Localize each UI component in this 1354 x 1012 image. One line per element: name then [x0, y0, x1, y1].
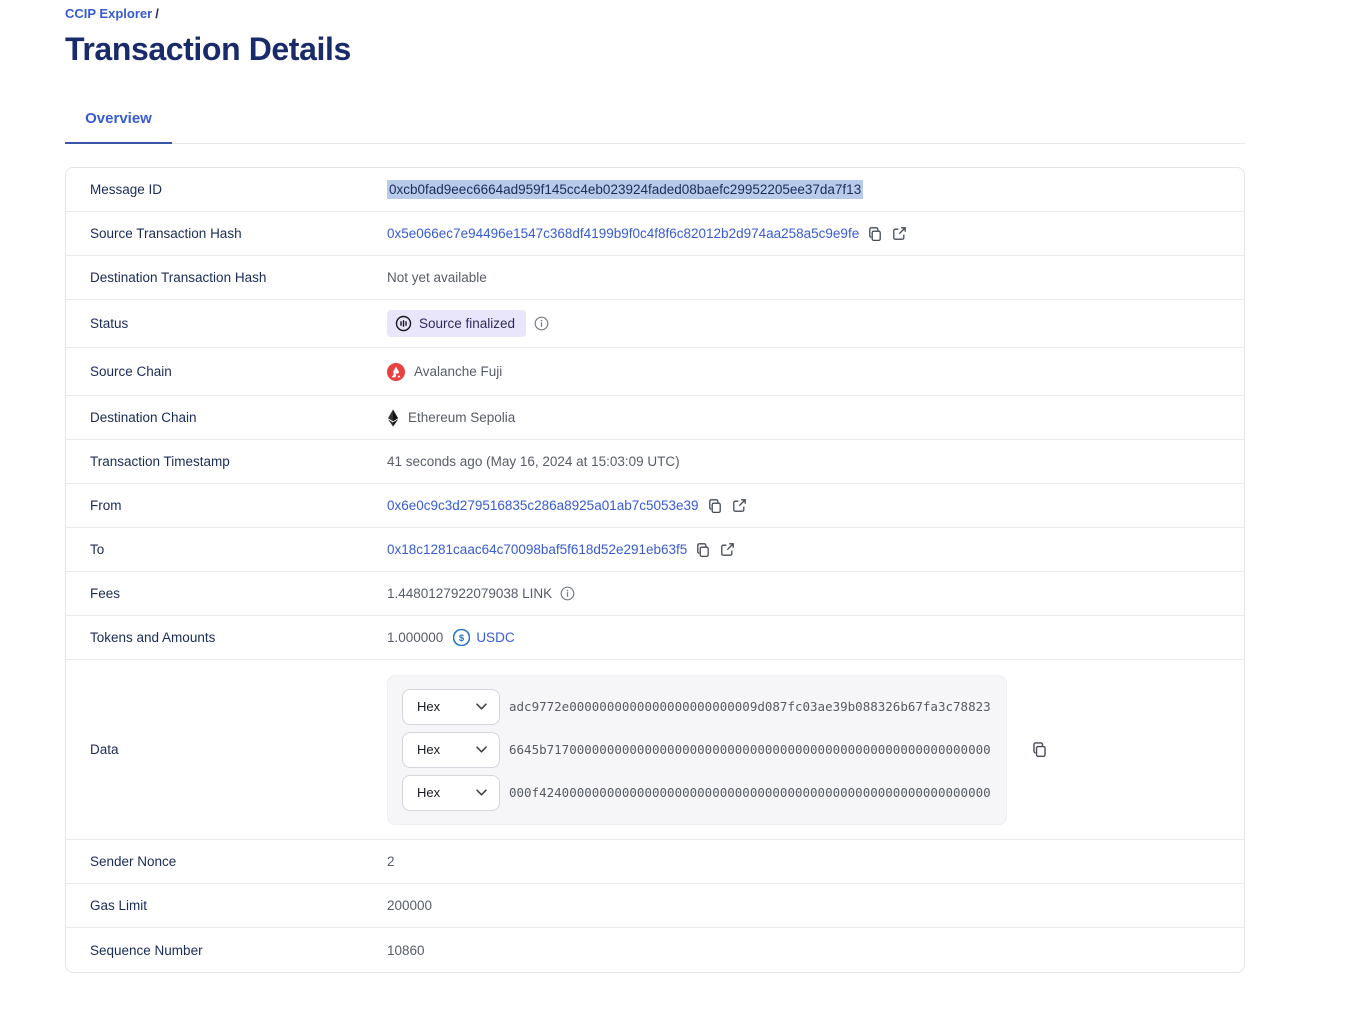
- row-label: Data: [90, 742, 119, 757]
- row-label: Tokens and Amounts: [90, 630, 216, 645]
- copy-icon[interactable]: [707, 498, 723, 514]
- data-hex-line: adc9772e0000000000000000000000009d087fc0…: [509, 699, 991, 714]
- external-link-icon[interactable]: [720, 542, 735, 557]
- table-row-gas-limit: Gas Limit 200000: [66, 884, 1244, 928]
- row-label: Gas Limit: [90, 898, 148, 913]
- row-label: Sender Nonce: [90, 854, 177, 869]
- token-symbol-link[interactable]: USDC: [476, 630, 515, 645]
- encoding-select-value: Hex: [417, 699, 441, 714]
- transaction-details-table: Message ID 0xcb0fad9eec6664ad959f145cc4e…: [65, 167, 1245, 973]
- row-label: Transaction Timestamp: [90, 454, 230, 469]
- table-row-timestamp: Transaction Timestamp 41 seconds ago (Ma…: [66, 440, 1244, 484]
- fees-value: 1.4480127922079038 LINK: [387, 586, 553, 601]
- dest-chain-name: Ethereum Sepolia: [408, 410, 516, 425]
- table-row-sender-nonce: Sender Nonce 2: [66, 840, 1244, 884]
- chevron-down-icon: [476, 746, 487, 753]
- dest-chain-value: Ethereum Sepolia: [387, 409, 515, 427]
- data-hex-box: Hex adc9772e0000000000000000000000009d08…: [387, 674, 1007, 825]
- encoding-select[interactable]: Hex: [402, 774, 500, 811]
- encoding-select-value: Hex: [417, 742, 441, 757]
- encoding-select[interactable]: Hex: [402, 688, 500, 725]
- encoding-select-value: Hex: [417, 785, 441, 800]
- data-hex-line: 000f424000000000000000000000000000000000…: [509, 785, 991, 800]
- table-row-dest-tx-hash: Destination Transaction Hash Not yet ava…: [66, 256, 1244, 300]
- data-line: Hex 000f42400000000000000000000000000000…: [402, 774, 992, 811]
- gas-limit-value: 200000: [387, 898, 433, 913]
- message-id-value: 0xcb0fad9eec6664ad959f145cc4eb023924fade…: [387, 180, 864, 199]
- row-label: Message ID: [90, 182, 163, 197]
- table-row-to: To 0x18c1281caac64c70098baf5f618d52e291e…: [66, 528, 1244, 572]
- breadcrumb-link-ccip-explorer[interactable]: CCIP Explorer: [65, 6, 153, 21]
- row-label: Source Transaction Hash: [90, 226, 242, 241]
- ethereum-icon: [387, 409, 399, 427]
- row-label: Source Chain: [90, 364, 172, 379]
- encoding-select[interactable]: Hex: [402, 731, 500, 768]
- row-label: Destination Transaction Hash: [90, 270, 267, 285]
- row-label: Sequence Number: [90, 942, 203, 958]
- table-row-data: Data Hex adc9772e00000000000000000000000…: [66, 660, 1244, 840]
- external-link-icon[interactable]: [892, 226, 907, 241]
- breadcrumb: CCIP Explorer /: [65, 7, 1245, 21]
- page-content: CCIP Explorer / Transaction Details Overv…: [65, 0, 1245, 973]
- info-icon[interactable]: [534, 316, 549, 331]
- row-label: Status: [90, 316, 129, 331]
- row-label: Fees: [90, 586, 121, 601]
- data-hex-line: 6645b71700000000000000000000000000000000…: [509, 742, 991, 757]
- copy-icon[interactable]: [695, 542, 711, 558]
- table-row-tokens: Tokens and Amounts 1.000000 $ USDC: [66, 616, 1244, 660]
- timestamp-value: 41 seconds ago (May 16, 2024 at 15:03:09…: [387, 454, 680, 469]
- svg-text:$: $: [459, 633, 465, 644]
- breadcrumb-separator: /: [155, 6, 159, 21]
- source-tx-hash-link[interactable]: 0x5e066ec7e94496e1547c368df4199b9f0c4f8f…: [387, 226, 860, 241]
- copy-icon[interactable]: [867, 226, 883, 242]
- table-row-from: From 0x6e0c9c3d279516835c286a8925a01ab7c…: [66, 484, 1244, 528]
- row-label: To: [90, 542, 105, 557]
- sequence-number-value: 10860: [387, 942, 425, 958]
- table-row-fees: Fees 1.4480127922079038 LINK: [66, 572, 1244, 616]
- table-row-source-chain: Source Chain Avalanche Fuji: [66, 348, 1244, 396]
- row-label: Destination Chain: [90, 410, 197, 425]
- finality-bars-icon: [395, 315, 412, 332]
- data-line: Hex 6645b7170000000000000000000000000000…: [402, 731, 992, 768]
- info-icon[interactable]: [560, 586, 575, 601]
- status-badge: Source finalized: [387, 310, 527, 337]
- row-label: From: [90, 498, 122, 513]
- dest-tx-hash-value: Not yet available: [387, 270, 487, 285]
- data-line: Hex adc9772e0000000000000000000000009d08…: [402, 688, 992, 725]
- table-row-message-id: Message ID 0xcb0fad9eec6664ad959f145cc4e…: [66, 168, 1244, 212]
- token-amount: 1.000000: [387, 630, 444, 645]
- table-row-status: Status Source finalized: [66, 300, 1244, 348]
- sender-nonce-value: 2: [387, 854, 395, 869]
- copy-icon[interactable]: [1031, 741, 1048, 758]
- chevron-down-icon: [476, 789, 487, 796]
- to-address-link[interactable]: 0x18c1281caac64c70098baf5f618d52e291eb63…: [387, 542, 688, 557]
- external-link-icon[interactable]: [732, 498, 747, 513]
- table-row-source-tx-hash: Source Transaction Hash 0x5e066ec7e94496…: [66, 212, 1244, 256]
- table-row-dest-chain: Destination Chain Ethereum Sepolia: [66, 396, 1244, 440]
- usdc-icon: $: [453, 629, 471, 646]
- table-row-sequence-number: Sequence Number 10860: [66, 928, 1244, 972]
- avalanche-icon: [387, 362, 405, 381]
- from-address-link[interactable]: 0x6e0c9c3d279516835c286a8925a01ab7c5053e…: [387, 498, 699, 513]
- page-title: Transaction Details: [65, 31, 351, 67]
- chevron-down-icon: [476, 703, 487, 710]
- status-badge-label: Source finalized: [419, 316, 516, 331]
- tab-overview[interactable]: Overview: [65, 110, 172, 144]
- source-chain-name: Avalanche Fuji: [414, 364, 503, 379]
- source-chain-value: Avalanche Fuji: [387, 362, 503, 381]
- tab-bar: Overview: [65, 110, 1245, 144]
